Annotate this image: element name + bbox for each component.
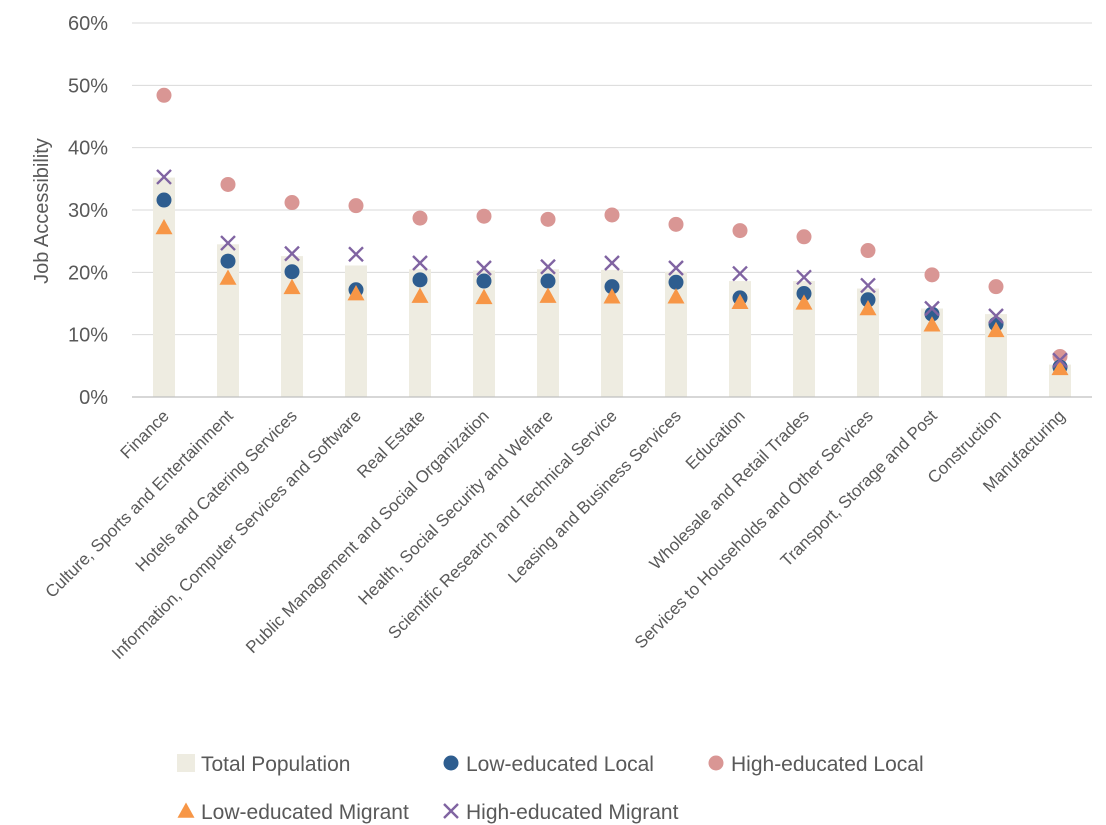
marker-high-educated-local bbox=[348, 198, 364, 214]
bar-total-population bbox=[729, 281, 751, 397]
marker-high-educated-local bbox=[284, 195, 300, 211]
marker-low-educated-local bbox=[156, 192, 172, 208]
marker-low-educated-migrant bbox=[155, 218, 173, 235]
marker-low-educated-local bbox=[604, 279, 620, 295]
marker-high-educated-migrant bbox=[988, 308, 1004, 324]
legend: Total Population Low-educated Local High-e… bbox=[177, 753, 924, 824]
marker-low-educated-local bbox=[284, 264, 300, 280]
marker-low-educated-migrant bbox=[987, 321, 1005, 338]
bar-total-population bbox=[153, 177, 175, 397]
marker-low-educated-migrant bbox=[795, 294, 813, 310]
marker-high-educated-local bbox=[988, 279, 1004, 295]
marker-low-educated-migrant bbox=[923, 316, 941, 332]
legend-swatch-circle bbox=[708, 755, 724, 771]
x-tick-label: Scientific Research and Technical Servic… bbox=[384, 406, 620, 642]
marker-high-educated-migrant bbox=[796, 269, 812, 286]
markers bbox=[155, 87, 1069, 376]
y-tick-label: 60% bbox=[68, 13, 108, 35]
legend-swatch-circle bbox=[443, 755, 459, 771]
marker-low-educated-migrant bbox=[475, 288, 493, 305]
legend-swatch-bar bbox=[177, 754, 195, 772]
marker-high-educated-local bbox=[732, 223, 748, 239]
marker-high-educated-migrant bbox=[540, 258, 556, 275]
marker-low-educated-migrant bbox=[731, 293, 749, 310]
marker-low-educated-migrant bbox=[347, 285, 365, 301]
legend-label: Low-educated Local bbox=[466, 753, 654, 776]
marker-high-educated-migrant bbox=[604, 255, 620, 271]
marker-low-educated-migrant bbox=[1051, 359, 1069, 376]
marker-high-educated-local bbox=[412, 210, 428, 226]
marker-high-educated-local bbox=[604, 207, 620, 223]
legend-item: High-educated Local bbox=[708, 753, 924, 776]
marker-low-educated-migrant bbox=[283, 278, 301, 295]
marker-high-educated-local bbox=[860, 243, 876, 259]
marker-low-educated-local bbox=[668, 274, 684, 290]
marker-low-educated-migrant bbox=[411, 287, 429, 303]
legend-label: Low-educated Migrant bbox=[201, 801, 409, 824]
marker-high-educated-local bbox=[668, 216, 684, 232]
marker-high-educated-migrant bbox=[476, 260, 492, 276]
marker-low-educated-migrant bbox=[219, 269, 237, 285]
y-axis-ticks: 0% 10% 20% 30% 40% 50% 60% bbox=[68, 13, 108, 409]
marker-high-educated-local bbox=[156, 87, 172, 103]
marker-high-educated-local bbox=[924, 267, 940, 283]
marker-high-educated-migrant bbox=[220, 235, 236, 251]
marker-low-educated-local bbox=[412, 272, 428, 288]
y-tick-label: 0% bbox=[79, 387, 108, 409]
x-tick-label: Education bbox=[682, 406, 749, 473]
y-tick-label: 30% bbox=[68, 200, 108, 222]
y-tick-label: 40% bbox=[68, 138, 108, 160]
marker-low-educated-migrant bbox=[667, 288, 685, 304]
y-axis-title: Job Accessibility bbox=[31, 138, 53, 284]
marker-high-educated-migrant bbox=[412, 255, 428, 271]
marker-high-educated-migrant bbox=[284, 245, 300, 262]
marker-high-educated-migrant bbox=[860, 277, 876, 294]
marker-high-educated-migrant bbox=[732, 265, 748, 282]
legend-swatch-triangle bbox=[177, 802, 195, 818]
marker-low-educated-migrant bbox=[859, 299, 877, 316]
marker-low-educated-local bbox=[540, 273, 556, 289]
marker-low-educated-migrant bbox=[539, 287, 557, 303]
x-tick-label: Services to Households and Other Service… bbox=[631, 406, 877, 652]
marker-high-educated-migrant bbox=[668, 260, 684, 276]
y-tick-label: 50% bbox=[68, 75, 108, 97]
marker-low-educated-local bbox=[220, 253, 236, 269]
legend-label: High-educated Migrant bbox=[466, 801, 679, 824]
marker-low-educated-local bbox=[860, 292, 876, 308]
y-tick-label: 10% bbox=[68, 325, 108, 347]
legend-swatch-cross bbox=[443, 803, 459, 819]
x-tick-label: Public Management and Social Organizatio… bbox=[242, 406, 493, 657]
y-tick-label: 20% bbox=[68, 262, 108, 284]
marker-high-educated-migrant bbox=[348, 246, 364, 263]
marker-high-educated-local bbox=[476, 208, 492, 224]
marker-high-educated-local bbox=[220, 176, 236, 192]
marker-high-educated-local bbox=[1052, 348, 1068, 364]
marker-low-educated-migrant bbox=[603, 288, 621, 304]
bar-total-population bbox=[793, 281, 815, 397]
marker-high-educated-migrant bbox=[1052, 352, 1068, 369]
marker-low-educated-local bbox=[924, 306, 940, 322]
legend-item: Low-educated Local bbox=[443, 753, 654, 776]
legend-label: High-educated Local bbox=[731, 753, 924, 776]
x-tick-label: Finance bbox=[117, 406, 173, 462]
marker-high-educated-migrant bbox=[156, 169, 172, 185]
legend-label: Total Population bbox=[201, 753, 350, 776]
marker-high-educated-local bbox=[540, 211, 556, 227]
legend-item: Total Population bbox=[177, 753, 350, 776]
bar-total-population bbox=[857, 288, 879, 397]
legend-item: High-educated Migrant bbox=[443, 801, 679, 824]
marker-high-educated-local bbox=[796, 229, 812, 245]
marker-high-educated-migrant bbox=[924, 300, 940, 317]
legend-item: Low-educated Migrant bbox=[177, 801, 409, 824]
marker-low-educated-local bbox=[476, 273, 492, 289]
marker-low-educated-local bbox=[796, 286, 812, 302]
